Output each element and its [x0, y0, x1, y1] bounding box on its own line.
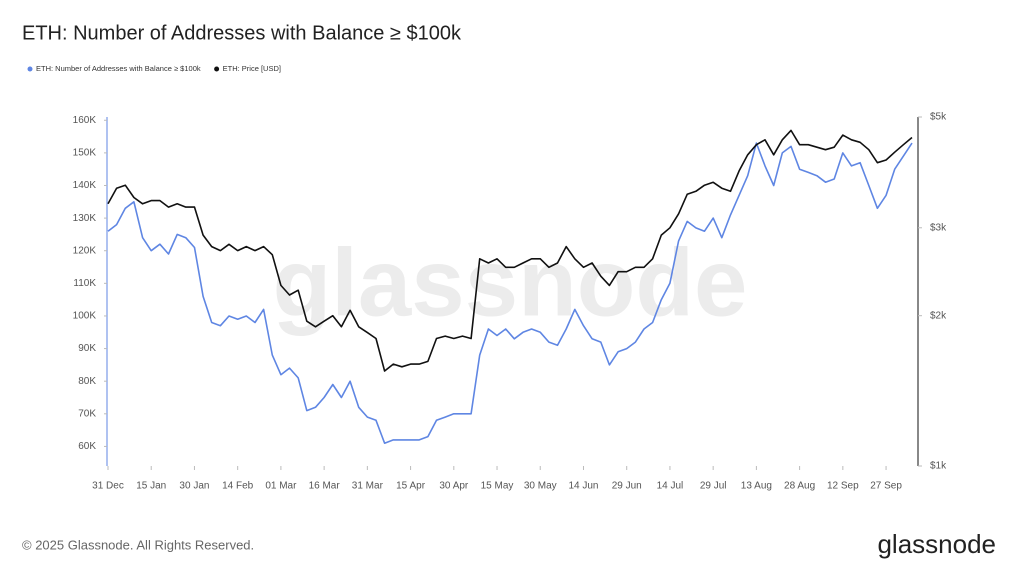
y-tick-label: 150K — [73, 148, 97, 159]
x-tick-label: 30 May — [524, 481, 557, 492]
logo: glassnode — [877, 529, 996, 559]
y-tick-label: 80K — [78, 376, 96, 387]
x-tick-label: 14 Feb — [222, 481, 254, 492]
y-tick-label: 70K — [78, 408, 96, 419]
y2-tick-label: $1k — [930, 461, 947, 472]
y-tick-label: 120K — [73, 245, 97, 256]
chart-title: ETH: Number of Addresses with Balance ≥ … — [22, 22, 462, 44]
x-tick-label: 15 Apr — [396, 481, 426, 492]
y-tick-label: 90K — [78, 343, 96, 354]
x-tick-label: 15 Jan — [136, 481, 166, 492]
x-tick-label: 12 Sep — [827, 481, 859, 492]
x-tick-label: 14 Jun — [568, 481, 598, 492]
y-tick-label: 60K — [78, 441, 96, 452]
x-tick-label: 13 Aug — [741, 481, 772, 492]
footer: © 2025 Glassnode. All Rights Reserved. — [22, 537, 254, 552]
y2-tick-label: $2k — [930, 310, 947, 321]
x-tick-label: 31 Mar — [352, 481, 384, 492]
y2-tick-label: $3k — [930, 222, 947, 233]
x-tick-label: 31 Dec — [92, 481, 124, 492]
x-tick-label: 30 Jan — [179, 481, 209, 492]
y2-tick-label: $5k — [930, 112, 947, 123]
legend-label: ETH: Number of Addresses with Balance ≥ … — [36, 64, 201, 73]
legend-marker — [214, 66, 220, 72]
x-tick-label: 29 Jun — [612, 481, 642, 492]
x-tick-label: 30 Apr — [439, 481, 469, 492]
x-tick-label: 16 Mar — [309, 481, 341, 492]
y-tick-label: 130K — [73, 213, 97, 224]
legend-marker — [27, 66, 33, 72]
x-tick-label: 27 Sep — [870, 481, 902, 492]
x-tick-label: 14 Jul — [657, 481, 684, 492]
y-tick-label: 160K — [73, 115, 97, 126]
y-tick-label: 140K — [73, 180, 97, 191]
series-line — [107, 142, 913, 444]
x-tick-label: 29 Jul — [700, 481, 727, 492]
watermark: glassnode — [273, 229, 748, 336]
legend-label: ETH: Price [USD] — [223, 64, 281, 73]
x-tick-label: 01 Mar — [265, 481, 297, 492]
x-tick-label: 28 Aug — [784, 481, 815, 492]
y-tick-label: 110K — [73, 278, 96, 289]
x-tick-label: 15 May — [481, 481, 514, 492]
series-line — [107, 129, 913, 372]
y-tick-label: 100K — [73, 311, 97, 322]
